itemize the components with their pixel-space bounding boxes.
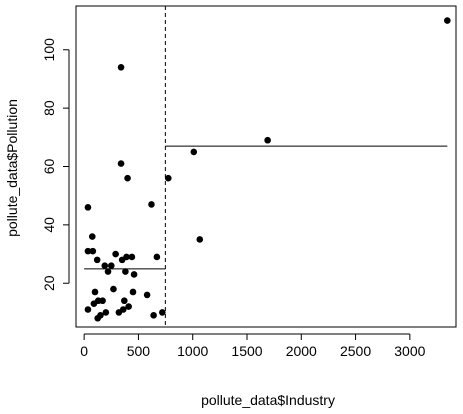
data-point <box>164 174 172 182</box>
data-point <box>89 247 97 255</box>
data-point <box>119 306 127 313</box>
y-tick-label: 80 <box>41 100 57 116</box>
data-points <box>84 17 451 322</box>
data-point <box>196 236 204 243</box>
x-tick-label: 500 <box>127 343 151 359</box>
y-axis-title: pollute_data$Pollution <box>4 99 20 237</box>
data-point <box>143 291 151 299</box>
data-point <box>110 285 117 293</box>
x-tick-label: 2500 <box>340 343 371 359</box>
split-lines <box>84 6 448 327</box>
data-point <box>101 262 109 270</box>
x-tick-label: 0 <box>80 343 88 359</box>
x-tick-label: 1500 <box>231 343 262 359</box>
data-point <box>84 306 92 313</box>
data-point <box>91 288 99 296</box>
plot-frame <box>75 5 457 328</box>
x-tick-label: 2000 <box>286 343 317 359</box>
x-tick-label: 1000 <box>177 343 208 359</box>
data-point <box>125 303 132 310</box>
data-point <box>153 253 161 261</box>
data-point <box>97 312 104 319</box>
y-tick-label: 60 <box>41 159 57 175</box>
data-point <box>117 63 125 71</box>
data-point <box>128 253 136 261</box>
y-axis: 20 40 60 80 100 <box>41 38 70 291</box>
y-tick-label: 40 <box>41 217 57 233</box>
data-point <box>84 247 92 255</box>
data-point <box>129 288 137 296</box>
data-point <box>112 250 119 258</box>
y-tick-label: 100 <box>41 38 57 62</box>
data-point <box>150 312 157 319</box>
x-axis: 0 500 1000 1500 2000 2500 3000 <box>80 333 426 359</box>
x-axis-title: pollute_data$Industry <box>201 392 335 408</box>
data-point <box>190 148 198 156</box>
data-point <box>121 297 128 305</box>
data-point <box>264 136 271 144</box>
data-point <box>84 204 92 211</box>
data-point <box>124 174 131 182</box>
data-point <box>107 262 115 270</box>
data-point <box>122 268 129 275</box>
data-point <box>159 309 166 316</box>
x-tick-label: 3000 <box>394 343 425 359</box>
data-point <box>88 233 96 240</box>
data-point <box>99 297 106 305</box>
data-point <box>148 201 155 208</box>
y-tick-label: 20 <box>41 275 57 291</box>
data-point <box>444 17 451 24</box>
data-point <box>104 268 112 275</box>
data-point <box>117 160 125 167</box>
data-point <box>93 256 101 264</box>
data-point <box>102 309 110 316</box>
data-point <box>130 271 138 278</box>
data-point <box>123 253 130 261</box>
